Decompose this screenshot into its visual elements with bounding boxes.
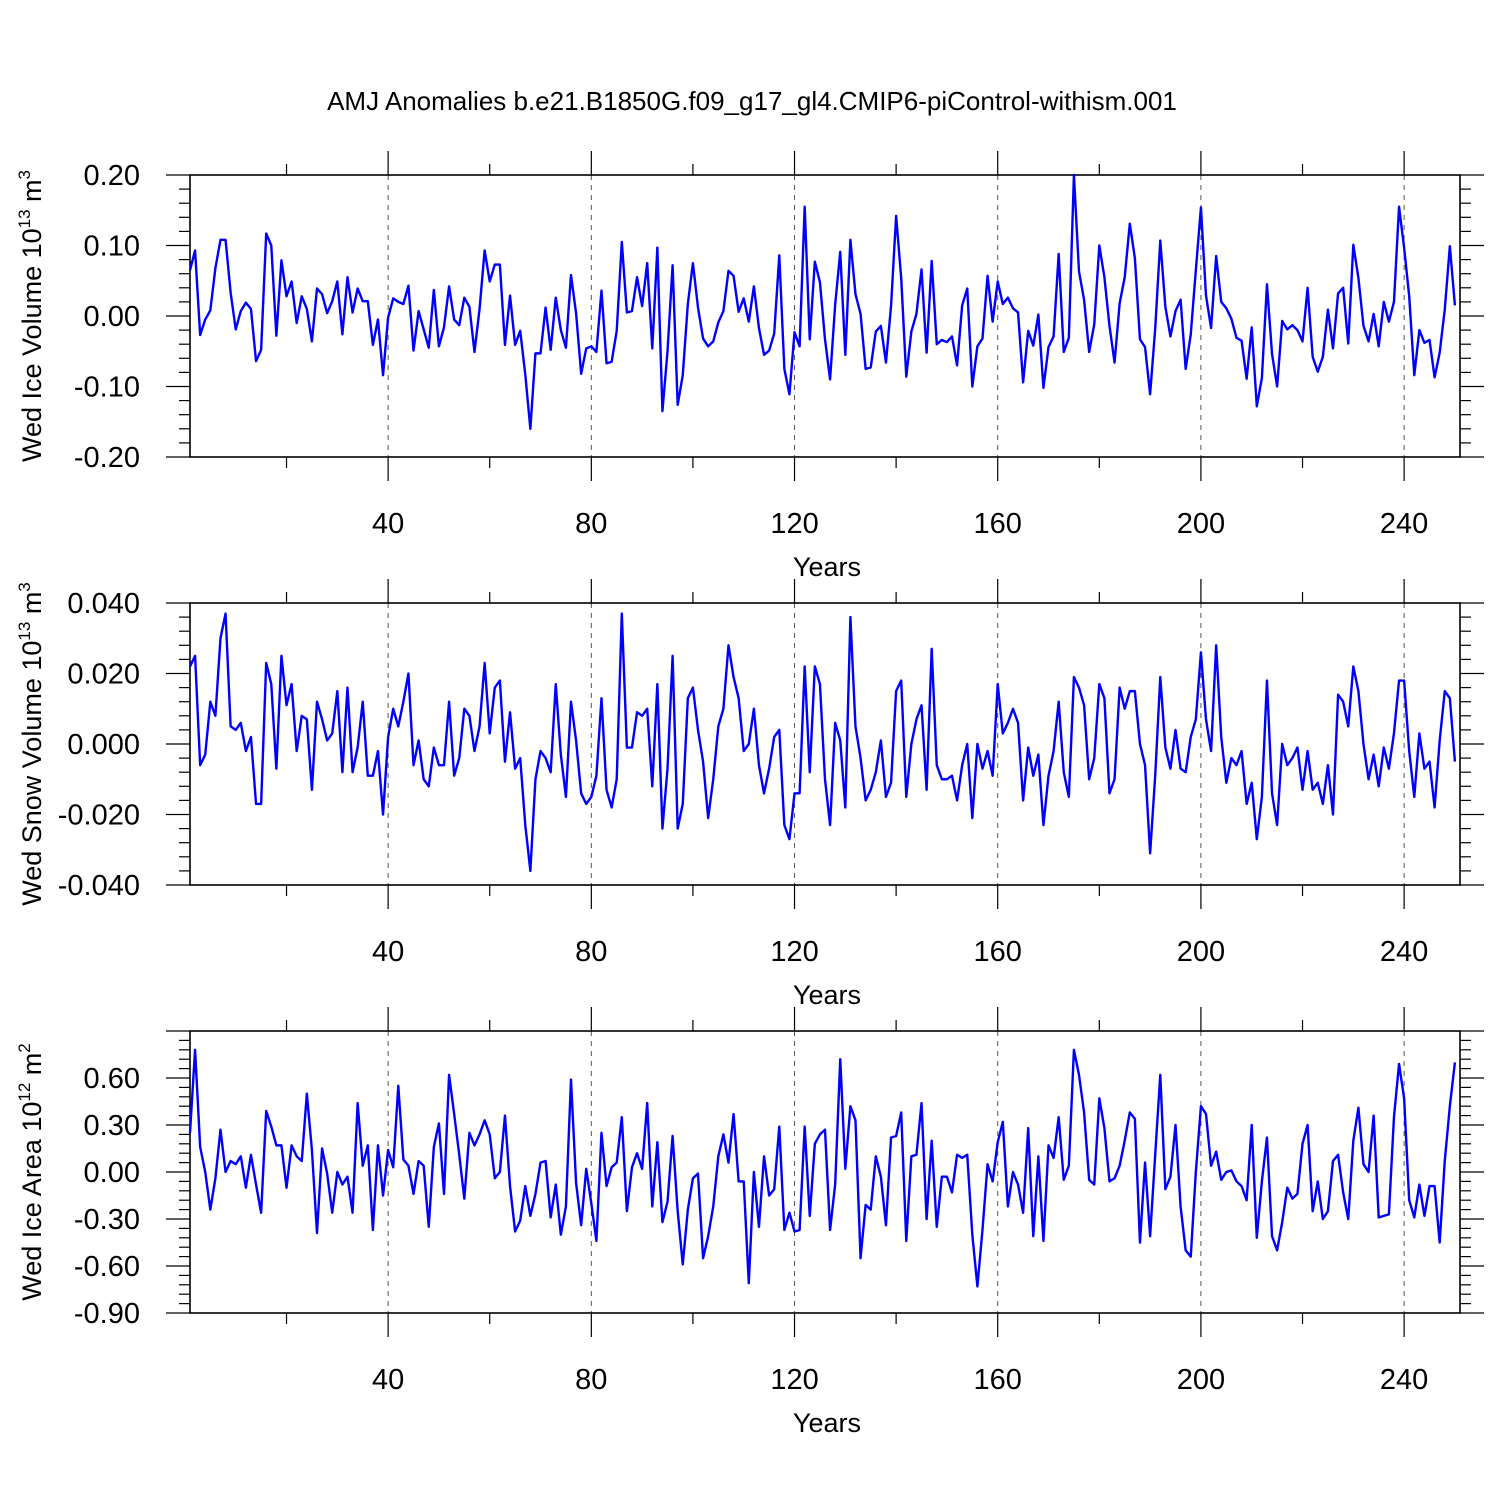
y-axis-label: Wed Ice Area 1012 m2 [15,1043,47,1301]
series-line [188,612,1457,873]
y-tick-label: 0.020 [67,659,140,691]
panel-3: 40 80 120 160 200 240 -0.90 -0.60 -0.30 0.00 0.30 0… [15,1007,1484,1438]
x-tick-label: 120 [770,1364,818,1396]
figure-title: AMJ Anomalies b.e21.B1850G.f09_g17_gl4.C… [327,86,1177,116]
x-tick-label: 240 [1380,1364,1428,1396]
x-tick-label: 200 [1177,1364,1225,1396]
x-axis-label: Years [793,552,861,582]
y-tick-label: -0.10 [74,372,140,404]
series-line [188,173,1457,430]
panels: 40 80 120 160 200 240 -0.20 -0.10 0.00 0.10 0.20 Ye… [15,151,1484,1438]
x-tick-label: 80 [575,508,607,540]
y-tick-label: 0.00 [84,301,140,333]
x-tick-label: 240 [1380,508,1428,540]
x-tick-label: 80 [575,1364,607,1396]
x-tick-label: 240 [1380,936,1428,968]
x-axis-label: Years [793,1408,861,1438]
x-tick-label: 40 [372,936,404,968]
y-axis-label: Wed Snow Volume 1013 m3 [15,582,47,906]
x-tick-label: 40 [372,508,404,540]
panel-1: 40 80 120 160 200 240 -0.20 -0.10 0.00 0.10 0.20 Ye… [15,151,1484,582]
x-tick-label: 120 [770,508,818,540]
y-tick-label: 0.10 [84,231,140,263]
y-tick-label: 0.00 [84,1157,140,1189]
y-tick-label: -0.60 [74,1251,140,1283]
x-tick-label: 160 [974,1364,1022,1396]
x-axis-label: Years [793,980,861,1010]
x-tick-label: 200 [1177,936,1225,968]
y-tick-label: 0.20 [84,160,140,192]
x-tick-label: 200 [1177,508,1225,540]
panel-2: 40 80 120 160 200 240 -0.040 -0.020 0.000 0.020 0.… [15,579,1484,1010]
x-tick-label: 160 [974,936,1022,968]
y-tick-label: 0.60 [84,1063,140,1095]
y-tick-label: 0.30 [84,1110,140,1142]
x-tick-label: 80 [575,936,607,968]
y-tick-label: 0.000 [67,729,140,761]
y-tick-label: -0.30 [74,1204,140,1236]
y-tick-label: -0.040 [58,870,140,902]
series-line [188,1048,1457,1288]
x-tick-label: 120 [770,936,818,968]
y-tick-label: -0.90 [74,1298,140,1330]
x-tick-label: 40 [372,1364,404,1396]
y-tick-label: -0.020 [58,800,140,832]
y-axis-label: Wed Ice Volume 1013 m3 [15,170,47,462]
y-tick-label: 0.040 [67,588,140,620]
x-tick-label: 160 [974,508,1022,540]
y-tick-label: -0.20 [74,442,140,474]
